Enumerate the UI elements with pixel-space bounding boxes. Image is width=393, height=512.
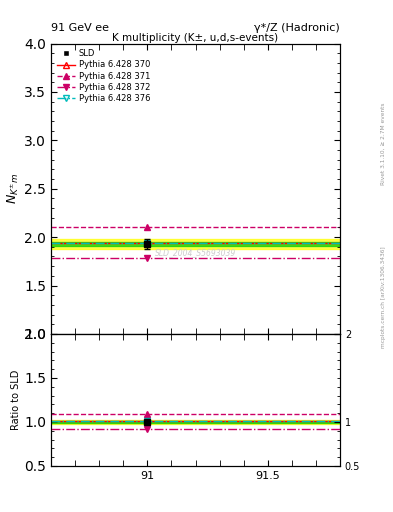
Y-axis label: $N_{K^{\pm}m}$: $N_{K^{\pm}m}$: [6, 173, 22, 204]
Bar: [51, 421, 340, 423]
Bar: [51, 242, 340, 246]
Bar: [51, 239, 340, 249]
Text: 91 GeV ee: 91 GeV ee: [51, 24, 109, 33]
Title: K multiplicity (K±, u,d,s-events): K multiplicity (K±, u,d,s-events): [112, 33, 279, 42]
Text: Rivet 3.1.10, ≥ 2.7M events: Rivet 3.1.10, ≥ 2.7M events: [381, 102, 386, 185]
Y-axis label: Ratio to SLD: Ratio to SLD: [11, 370, 22, 430]
Text: γ*/Z (Hadronic): γ*/Z (Hadronic): [254, 24, 340, 33]
Bar: [51, 420, 340, 424]
Text: SLD_2004_S5693039: SLD_2004_S5693039: [155, 248, 236, 257]
Legend: SLD, Pythia 6.428 370, Pythia 6.428 371, Pythia 6.428 372, Pythia 6.428 376: SLD, Pythia 6.428 370, Pythia 6.428 371,…: [55, 48, 152, 104]
Text: mcplots.cern.ch [arXiv:1306.3436]: mcplots.cern.ch [arXiv:1306.3436]: [381, 246, 386, 348]
